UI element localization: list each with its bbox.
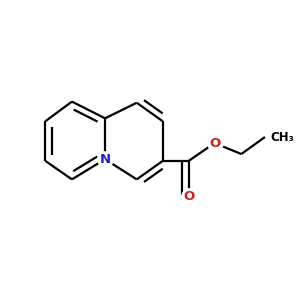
Text: O: O xyxy=(183,190,194,202)
Text: CH₃: CH₃ xyxy=(270,130,294,143)
Text: N: N xyxy=(100,153,111,166)
Text: O: O xyxy=(209,136,220,150)
